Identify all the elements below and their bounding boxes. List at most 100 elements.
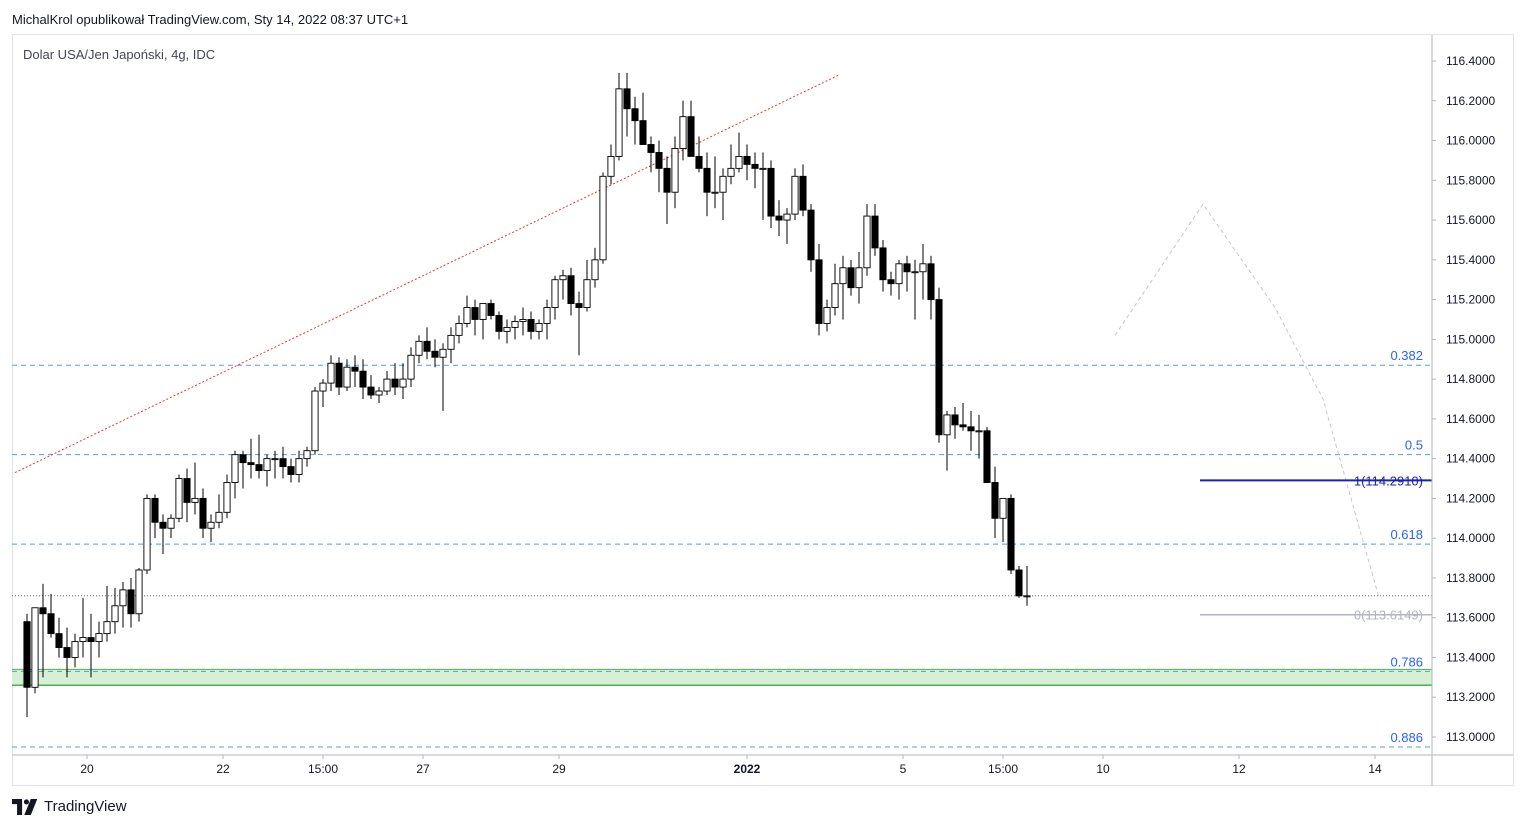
candle-bearish — [623, 88, 631, 110]
candle-bearish — [47, 613, 55, 635]
tradingview-logo-icon — [12, 798, 38, 815]
candle-bullish — [607, 155, 615, 177]
candle-bullish — [839, 267, 847, 285]
candle-bearish — [1015, 569, 1023, 597]
price-tick-label: 113.6000 — [1446, 611, 1495, 625]
candle-bearish — [687, 116, 695, 157]
candle-bullish — [791, 175, 799, 215]
candle-bullish — [415, 340, 423, 356]
candle-bullish — [295, 458, 303, 476]
candle-bearish — [983, 430, 991, 483]
trend-line-layer — [14, 74, 1380, 598]
candle-bearish — [655, 152, 663, 169]
candle-bullish — [911, 271, 919, 274]
candle-bullish — [823, 307, 831, 324]
candle-bearish — [55, 633, 63, 648]
price-tick-label: 116.4000 — [1446, 54, 1495, 68]
candle-bearish — [959, 424, 967, 428]
candle-bullish — [999, 497, 1007, 519]
price-tick-label: 114.8000 — [1446, 372, 1495, 386]
candle-bullish — [135, 569, 143, 615]
candle-bearish — [287, 466, 295, 476]
candle-bullish — [383, 378, 391, 392]
candle-bullish — [535, 322, 543, 332]
candle-bearish — [807, 209, 815, 261]
candle-bullish — [615, 88, 623, 157]
candle-bullish — [327, 362, 335, 384]
candle-bearish — [487, 303, 495, 316]
price-tick-label: 115.6000 — [1446, 213, 1495, 227]
candle-bullish — [31, 607, 39, 688]
candle-bullish — [511, 321, 519, 328]
candle-bearish — [471, 307, 479, 320]
fib-level-label: 0.5 — [1405, 438, 1423, 453]
candle-bullish — [599, 175, 607, 261]
candle-bullish — [519, 319, 527, 322]
candle-bullish — [671, 148, 679, 193]
candle-bearish — [703, 167, 711, 193]
time-tick-label: 10 — [1096, 762, 1110, 776]
candle-bearish — [183, 478, 191, 503]
candle-bullish — [263, 458, 271, 472]
candle-bearish — [391, 378, 399, 388]
candle-bearish — [951, 414, 959, 426]
time-tick-label: 14 — [1368, 762, 1382, 776]
time-tick-label: 2022 — [734, 762, 761, 776]
candle-bullish — [727, 167, 735, 177]
candle-bearish — [159, 521, 167, 529]
candle-bullish — [319, 382, 327, 392]
fib-level-label: 0.886 — [1390, 730, 1423, 745]
candle-bearish — [847, 267, 855, 289]
candle-bearish — [335, 362, 343, 388]
candle-bearish — [199, 497, 207, 529]
candle-bullish — [407, 354, 415, 380]
price-tick-label: 115.0000 — [1446, 332, 1495, 346]
candle-bearish — [647, 144, 655, 153]
candle-bearish — [695, 155, 703, 169]
candle-bullish — [215, 511, 223, 523]
footer-brand[interactable]: TradingView — [12, 798, 127, 815]
candle-bullish — [831, 283, 839, 308]
fib-level-label: 0.618 — [1390, 527, 1423, 542]
candle-bullish — [95, 633, 103, 643]
fib-level-0-label: 0(113.6149) — [1354, 608, 1423, 623]
candle-bearish — [967, 426, 975, 432]
candle-bullish — [711, 191, 719, 194]
footer-brand-text: TradingView — [44, 798, 127, 815]
candle-bullish — [735, 155, 743, 169]
candle-bearish — [751, 163, 759, 169]
candle-bearish — [367, 386, 375, 396]
candle-bullish — [479, 303, 487, 320]
candle-bearish — [359, 370, 367, 388]
fibonacci-layer: 0.382 0.5 0.618 0.786 0.886 — [12, 348, 1432, 748]
chart-frame — [12, 34, 1514, 786]
candle-bearish — [23, 621, 31, 688]
candle-bullish — [503, 326, 511, 332]
candle-bullish — [375, 390, 383, 396]
candle-bearish — [567, 275, 575, 305]
candle-bearish — [663, 167, 671, 193]
price-tick-label: 113.4000 — [1446, 650, 1495, 664]
candle-bearish — [423, 340, 431, 352]
candle-bullish — [463, 307, 471, 324]
candle-bullish — [719, 175, 727, 193]
price-tick-label: 113.0000 — [1446, 730, 1495, 744]
candle-bullish — [1023, 595, 1031, 598]
candle-bearish — [871, 215, 879, 249]
candle-bullish — [343, 366, 351, 388]
candle-bullish — [895, 263, 903, 285]
candle-bullish — [231, 454, 239, 483]
candle-bullish — [783, 213, 791, 221]
candle-bullish — [439, 348, 447, 358]
candle-bearish — [799, 175, 807, 211]
time-tick-label: 15:00 — [988, 762, 1018, 776]
candle-bullish — [399, 378, 407, 388]
candle-bullish — [975, 430, 983, 433]
candle-bullish — [455, 322, 463, 336]
time-tick-label: 15:00 — [308, 762, 338, 776]
axes-layer: 116.4000 116.2000 116.0000 115.8000 115.6000… — [12, 35, 1513, 786]
candle-bearish — [935, 299, 943, 436]
trend-line — [14, 74, 840, 474]
price-tick-label: 115.4000 — [1446, 253, 1495, 267]
